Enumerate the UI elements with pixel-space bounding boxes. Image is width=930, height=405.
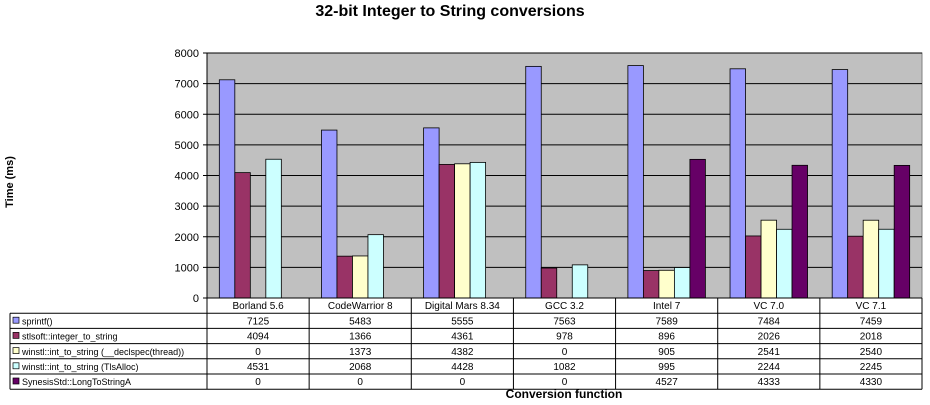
legend-swatch — [12, 347, 20, 354]
category-label: Borland 5.6 — [232, 301, 284, 312]
table-value: 7484 — [758, 316, 781, 327]
table-value: 1366 — [349, 332, 372, 343]
table-value: 995 — [658, 362, 675, 373]
y-tick-label: 5000 — [175, 140, 199, 152]
series-name: stlsoft::integer_to_string — [22, 332, 118, 342]
bar — [265, 158, 282, 299]
chart-title: 32-bit Integer to String conversions — [315, 3, 585, 20]
bar — [218, 79, 236, 299]
table-value: 1373 — [349, 347, 372, 358]
table-value: 4382 — [451, 347, 474, 358]
bar — [689, 158, 706, 299]
series-name: SynesisStd::LongToStringA — [22, 377, 131, 387]
bar — [642, 270, 660, 299]
bar — [352, 255, 369, 299]
bar — [525, 65, 542, 299]
table-value: 2018 — [860, 332, 883, 343]
bar — [878, 228, 895, 299]
y-tick-label: 2000 — [175, 232, 199, 244]
table-value: 7589 — [656, 316, 679, 327]
legend-swatch — [12, 316, 20, 324]
table-value: 5483 — [349, 316, 372, 327]
bar — [469, 161, 487, 299]
bar — [627, 65, 644, 299]
table-value: 0 — [562, 377, 568, 388]
table-value: 0 — [562, 347, 568, 358]
y-tick-label: 4000 — [175, 171, 199, 183]
legend-swatch — [12, 362, 20, 370]
legend-swatch — [12, 332, 20, 339]
series-name: sprintf() — [22, 316, 53, 326]
table-value: 4531 — [247, 362, 270, 373]
bar — [673, 267, 691, 299]
table-value: 978 — [556, 332, 573, 343]
bar — [571, 264, 589, 299]
table-value: 7459 — [860, 316, 883, 327]
table-value: 2068 — [349, 362, 372, 373]
bar — [729, 68, 746, 299]
table-value: 2026 — [758, 332, 781, 343]
y-tick-label: 7000 — [175, 79, 199, 91]
table-value: 0 — [460, 377, 466, 388]
bar — [760, 219, 777, 299]
table-value: 2245 — [860, 362, 883, 373]
category-label: VC 7.0 — [753, 301, 784, 312]
bar — [862, 219, 880, 299]
table-value: 2244 — [758, 362, 781, 373]
category-label: Intel 7 — [653, 301, 681, 312]
table-value: 0 — [357, 377, 363, 388]
table-value: 7563 — [553, 316, 576, 327]
bar — [321, 129, 338, 299]
bar — [831, 69, 849, 299]
bar — [791, 164, 808, 299]
table-value: 4333 — [758, 377, 781, 388]
series-name: winstl::int_to_string (TlsAlloc) — [21, 362, 139, 372]
y-tick-label: 6000 — [175, 109, 199, 121]
table-value: 4428 — [451, 362, 474, 373]
y-tick-label: 3000 — [175, 201, 199, 213]
y-tick-label: 1000 — [175, 262, 199, 274]
table-value: 905 — [658, 347, 675, 358]
y-tick-label: 0 — [193, 293, 199, 305]
bar — [658, 269, 675, 299]
table-value: 4094 — [247, 332, 270, 343]
table-value: 7125 — [247, 316, 270, 327]
table-value: 0 — [255, 347, 261, 358]
bar — [336, 255, 353, 299]
table-value: 5555 — [451, 316, 474, 327]
table-value: 4361 — [451, 332, 474, 343]
bar — [234, 172, 251, 299]
category-label: CodeWarrior 8 — [328, 301, 393, 312]
bar — [367, 234, 384, 299]
x-axis-label: Conversion function — [505, 387, 623, 401]
bar — [847, 235, 864, 299]
legend-swatch — [12, 377, 20, 385]
bar — [423, 127, 440, 299]
table-value: 2540 — [860, 347, 883, 358]
table-value: 2541 — [758, 347, 781, 358]
category-label: VC 7.1 — [856, 301, 887, 312]
category-label: GCC 3.2 — [545, 301, 584, 312]
table-value: 1082 — [553, 362, 576, 373]
bar — [776, 228, 793, 299]
bar — [540, 267, 558, 299]
table-value: 4330 — [860, 377, 883, 388]
bar — [745, 235, 762, 299]
table-value: 4527 — [656, 377, 679, 388]
table-value: 896 — [658, 332, 675, 343]
bar — [438, 164, 456, 299]
table-value: 0 — [255, 377, 261, 388]
bar — [893, 164, 911, 299]
series-name: winstl::int_to_string (__declspec(thread… — [21, 347, 184, 357]
y-tick-label: 8000 — [175, 48, 199, 60]
bar — [454, 163, 471, 299]
category-label: Digital Mars 8.34 — [425, 301, 500, 312]
